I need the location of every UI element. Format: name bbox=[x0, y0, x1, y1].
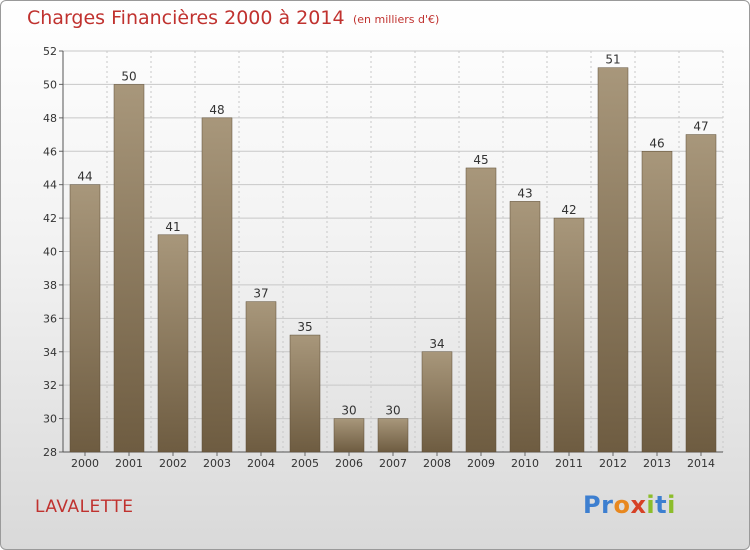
bar bbox=[553, 217, 585, 453]
logo-letter: r bbox=[601, 491, 614, 519]
bar bbox=[333, 418, 365, 453]
location-name: LAVALETTE bbox=[35, 497, 134, 517]
bar-value-label: 45 bbox=[473, 153, 488, 167]
bar-value-label: 30 bbox=[341, 404, 356, 418]
bar bbox=[113, 84, 145, 453]
bar bbox=[685, 134, 717, 453]
bar bbox=[509, 201, 541, 453]
bar bbox=[69, 184, 101, 453]
bar bbox=[597, 67, 629, 453]
bar bbox=[245, 301, 277, 453]
x-tick-label: 2005 bbox=[291, 457, 319, 470]
y-tick-label: 50 bbox=[43, 78, 57, 91]
bar bbox=[465, 167, 497, 453]
x-tick-label: 2001 bbox=[115, 457, 143, 470]
bar bbox=[641, 151, 673, 453]
proxiti-logo: Proxiti bbox=[583, 491, 676, 519]
bar-value-label: 34 bbox=[429, 337, 444, 351]
bar-value-label: 50 bbox=[121, 69, 136, 83]
bar bbox=[201, 117, 233, 453]
bar-chart: 28 30 32 34 36 38 40 42 44 46 48 50 52 44 2000 50 2001 41… bbox=[43, 45, 724, 470]
bar-value-label: 46 bbox=[649, 136, 664, 150]
y-tick-label: 34 bbox=[43, 346, 57, 359]
logo-letter: i bbox=[646, 491, 656, 519]
bar-value-label: 43 bbox=[517, 186, 532, 200]
chart-title: Charges Financières 2000 à 2014 bbox=[27, 7, 345, 29]
logo-letter: o bbox=[613, 491, 631, 519]
x-tick-label: 2007 bbox=[379, 457, 407, 470]
x-tick-label: 2013 bbox=[643, 457, 671, 470]
x-tick-label: 2014 bbox=[687, 457, 715, 470]
chart-subtitle: (en milliers d'€) bbox=[353, 13, 440, 26]
logo-letter: t bbox=[655, 491, 668, 519]
labels: 28 30 32 34 36 38 40 42 44 46 48 50 52 44 2000 50 2001 41… bbox=[43, 45, 715, 470]
x-tick-label: 2009 bbox=[467, 457, 495, 470]
x-tick-label: 2012 bbox=[599, 457, 627, 470]
bars bbox=[69, 67, 717, 453]
bar-value-label: 37 bbox=[253, 287, 268, 301]
bar bbox=[157, 234, 189, 453]
bar-value-label: 35 bbox=[297, 320, 312, 334]
bar-value-label: 44 bbox=[77, 170, 92, 184]
y-tick-label: 38 bbox=[43, 279, 57, 292]
x-tick-label: 2011 bbox=[555, 457, 583, 470]
y-tick-label: 30 bbox=[43, 413, 57, 426]
x-tick-label: 2010 bbox=[511, 457, 539, 470]
y-tick-label: 52 bbox=[43, 45, 57, 58]
x-tick-label: 2008 bbox=[423, 457, 451, 470]
logo-letter: i bbox=[667, 491, 676, 519]
y-tick-label: 36 bbox=[43, 312, 57, 325]
y-tick-label: 46 bbox=[43, 145, 57, 158]
bar bbox=[377, 418, 409, 453]
y-tick-label: 32 bbox=[43, 379, 57, 392]
x-tick-label: 2002 bbox=[159, 457, 187, 470]
bar-value-label: 51 bbox=[605, 53, 620, 67]
y-tick-label: 48 bbox=[43, 112, 57, 125]
logo-letter: x bbox=[630, 491, 647, 519]
x-tick-label: 2004 bbox=[247, 457, 275, 470]
x-tick-label: 2006 bbox=[335, 457, 363, 470]
logo-letter: P bbox=[583, 491, 602, 519]
y-tick-label: 44 bbox=[43, 179, 57, 192]
y-tick-label: 40 bbox=[43, 246, 57, 259]
x-tick-label: 2000 bbox=[71, 457, 99, 470]
y-tick-label: 42 bbox=[43, 212, 57, 225]
bar-value-label: 41 bbox=[165, 220, 180, 234]
x-tick-label: 2003 bbox=[203, 457, 231, 470]
bar-value-label: 47 bbox=[693, 120, 708, 134]
y-tick-label: 28 bbox=[43, 446, 57, 459]
bar-value-label: 30 bbox=[385, 404, 400, 418]
bar bbox=[421, 351, 453, 453]
bar-value-label: 48 bbox=[209, 103, 224, 117]
bar bbox=[289, 334, 321, 453]
bar-value-label: 42 bbox=[561, 203, 576, 217]
